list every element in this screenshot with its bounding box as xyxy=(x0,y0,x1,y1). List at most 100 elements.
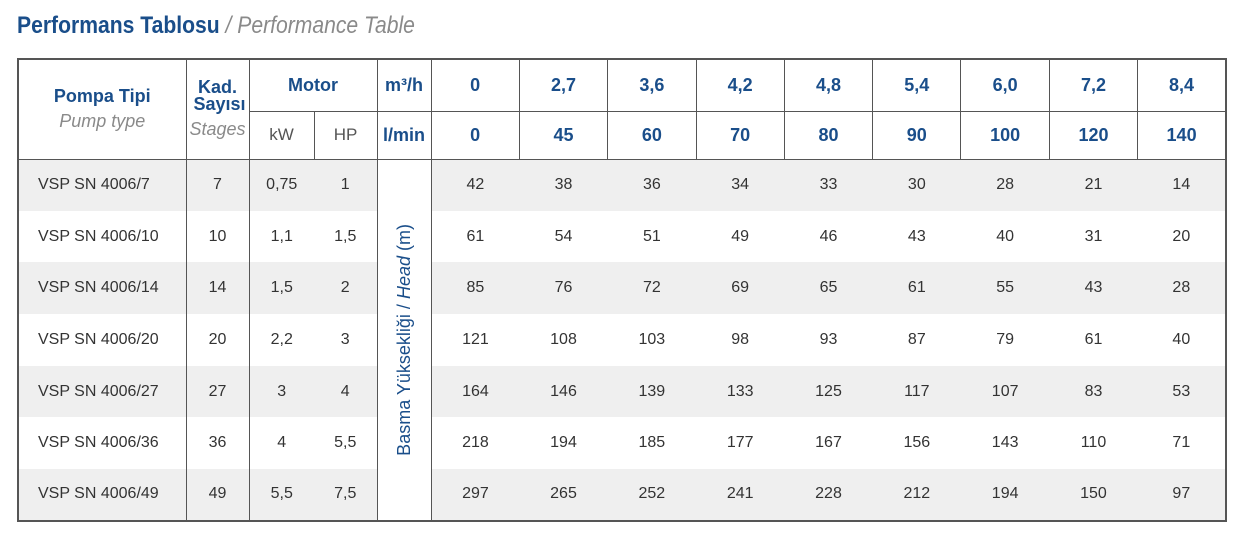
title: Performans Tablosu / Performance Table xyxy=(17,12,415,40)
stages: 7 xyxy=(185,159,249,211)
head-label-en: Head xyxy=(393,255,414,299)
head-value: 51 xyxy=(642,227,661,245)
flow-unit-lmin: l/min xyxy=(376,110,432,159)
flow-m3h: 8,4 xyxy=(1137,59,1226,111)
head-value: 69 xyxy=(696,262,785,315)
head-value: 212 xyxy=(872,469,961,521)
data-row: VSP SN 4006/10 10 1,1 1,5 61 54 51 49 46 43 40 31 20 xyxy=(18,210,1226,263)
head-value: 110 xyxy=(1080,434,1107,452)
stages: 27 xyxy=(185,365,249,418)
head-value: 53 xyxy=(1137,365,1226,418)
performance-table: Pompa Tipi Pump type Kad. Sayısı Stages Moto… xyxy=(17,58,1227,522)
head-value: 40 xyxy=(1172,330,1191,348)
flow-lmin: 60 xyxy=(607,110,696,159)
head-value: 194 xyxy=(550,434,577,452)
head-value: 156 xyxy=(903,434,931,452)
flow-m3h: 4,8 xyxy=(783,59,873,111)
title-en: Performance Table xyxy=(237,12,415,39)
flow-lmin: 0 xyxy=(430,110,520,159)
stages-tr: Kad. Sayısı xyxy=(193,76,246,114)
head-value: 43 xyxy=(1049,262,1138,315)
pump-model: VSP SN 4006/36 xyxy=(38,434,159,452)
flow-m3h: 2,7 xyxy=(518,59,608,111)
head-value: 107 xyxy=(960,365,1050,418)
head-value: 38 xyxy=(519,159,608,211)
head-value: 20 xyxy=(1172,227,1191,245)
head-value: 46 xyxy=(819,227,838,245)
flow-lmin: 70 xyxy=(695,110,785,159)
head-value: 93 xyxy=(819,330,838,348)
stages: 49 xyxy=(185,469,249,521)
head-value: 54 xyxy=(554,227,573,245)
head-value: 117 xyxy=(872,365,961,418)
head-value: 265 xyxy=(519,469,608,521)
head-label-separator: / xyxy=(393,303,414,309)
head-value: 185 xyxy=(638,434,666,452)
stages: 36 xyxy=(185,417,249,470)
head-value: 79 xyxy=(996,330,1015,348)
head-value: 21 xyxy=(1049,159,1138,211)
title-separator: / xyxy=(225,12,232,39)
data-row: VSP SN 4006/27 27 3 4 164 146 139 133 125 117 107 8… xyxy=(18,365,1226,418)
head-value: 252 xyxy=(607,469,696,521)
flow-m3h: 6,0 xyxy=(960,59,1050,111)
title-tr: Performans Tablosu xyxy=(17,12,220,39)
head-value: 125 xyxy=(784,365,873,418)
head-label-tr: Basma Yüksekliği xyxy=(393,313,414,456)
head-value: 85 xyxy=(431,262,520,315)
head-value: 98 xyxy=(731,330,750,348)
pump-model: VSP SN 4006/20 xyxy=(38,330,159,348)
head-label-text: Basma Yüksekliği / Head (m) xyxy=(394,224,415,456)
head-value: 228 xyxy=(784,469,873,521)
head-value: 61 xyxy=(466,227,485,245)
head-value: 108 xyxy=(550,330,577,348)
head-unit: (m) xyxy=(393,223,414,251)
head-value: 177 xyxy=(726,434,754,452)
kw: 0,75 xyxy=(248,159,314,211)
head-value: 33 xyxy=(784,159,873,211)
head-value: 71 xyxy=(1172,434,1191,452)
stages-header: Kad. Sayısı Stages xyxy=(185,59,249,159)
head-value: 36 xyxy=(607,159,696,211)
head-value: 40 xyxy=(996,227,1015,245)
head-value: 83 xyxy=(1049,365,1138,418)
stages: 20 xyxy=(185,314,249,366)
head-value: 218 xyxy=(462,434,489,452)
head-value: 14 xyxy=(1137,159,1226,211)
head-value: 133 xyxy=(696,365,785,418)
kw: 2,2 xyxy=(248,314,314,366)
head-value: 146 xyxy=(519,365,608,418)
data-row: VSP SN 4006/49 49 5,5 7,5 297 265 252 241 228 212… xyxy=(18,469,1226,521)
stages-en: Stages xyxy=(189,118,246,139)
kw: 5,5 xyxy=(248,469,314,521)
flow-m3h: 0 xyxy=(430,59,520,111)
head-value: 87 xyxy=(907,330,926,348)
flow-m3h: 5,4 xyxy=(872,59,961,111)
data-row: VSP SN 4006/14 14 1,5 2 85 76 72 69 65 61 55 43 28 xyxy=(18,262,1226,315)
head-value: 143 xyxy=(991,434,1019,452)
stages: 14 xyxy=(185,262,249,315)
head-value: 31 xyxy=(1084,227,1103,245)
head-value: 97 xyxy=(1137,469,1226,521)
flow-lmin: 45 xyxy=(518,110,608,159)
hp: 2 xyxy=(314,262,378,315)
head-value: 164 xyxy=(431,365,520,418)
motor-header: Motor xyxy=(248,59,378,111)
head-value: 72 xyxy=(607,262,696,315)
kw: 1,5 xyxy=(248,262,314,315)
head-value: 150 xyxy=(1049,469,1138,521)
hp: 1 xyxy=(314,159,378,211)
hp: 3 xyxy=(340,330,350,348)
head-value: 28 xyxy=(960,159,1050,211)
head-value: 55 xyxy=(960,262,1050,315)
head-value: 241 xyxy=(696,469,785,521)
flow-lmin: 90 xyxy=(872,110,961,159)
pump-model: VSP SN 4006/27 xyxy=(18,365,186,418)
flow-lmin: 120 xyxy=(1048,110,1138,159)
hp: 4 xyxy=(314,365,378,418)
hp: 1,5 xyxy=(334,227,357,245)
kw: 4 xyxy=(248,417,314,470)
flow-lmin: 80 xyxy=(783,110,873,159)
head-value: 34 xyxy=(696,159,785,211)
